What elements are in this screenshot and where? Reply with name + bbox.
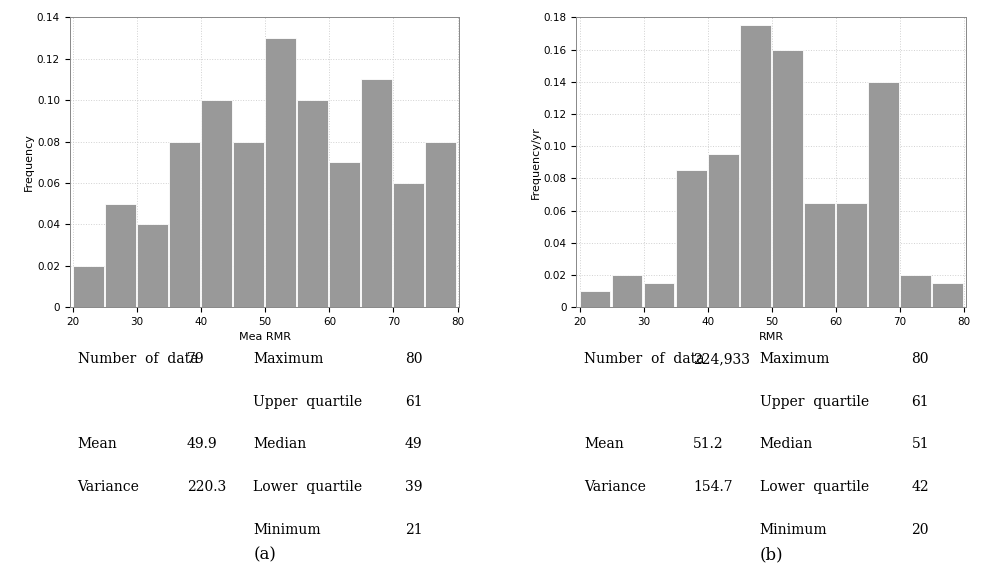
Bar bbox=[804, 203, 835, 307]
X-axis label: Mea RMR: Mea RMR bbox=[239, 332, 291, 343]
Bar bbox=[869, 82, 898, 307]
Text: 39: 39 bbox=[405, 480, 422, 494]
Text: Mean: Mean bbox=[78, 437, 118, 451]
Bar bbox=[425, 141, 456, 307]
Text: 79: 79 bbox=[186, 352, 204, 366]
Bar bbox=[900, 275, 931, 307]
Text: Lower  quartile: Lower quartile bbox=[760, 480, 869, 494]
Bar bbox=[580, 291, 611, 307]
X-axis label: RMR: RMR bbox=[759, 332, 784, 343]
Text: 61: 61 bbox=[405, 395, 422, 409]
Text: 42: 42 bbox=[911, 480, 929, 494]
Bar bbox=[772, 50, 803, 307]
Bar bbox=[643, 283, 674, 307]
Text: Variance: Variance bbox=[78, 480, 139, 494]
Bar bbox=[612, 275, 642, 307]
Text: (b): (b) bbox=[759, 546, 783, 563]
Text: Minimum: Minimum bbox=[253, 523, 321, 537]
Text: Lower  quartile: Lower quartile bbox=[253, 480, 362, 494]
Bar bbox=[708, 154, 739, 307]
Text: (a): (a) bbox=[253, 546, 276, 563]
Text: 80: 80 bbox=[405, 352, 422, 366]
Bar bbox=[137, 224, 167, 307]
Text: Maximum: Maximum bbox=[253, 352, 324, 366]
Text: Minimum: Minimum bbox=[760, 523, 828, 537]
Bar bbox=[740, 25, 771, 307]
Text: 61: 61 bbox=[911, 395, 929, 409]
Bar bbox=[201, 100, 232, 307]
Bar bbox=[169, 141, 200, 307]
Text: 20: 20 bbox=[911, 523, 929, 537]
Y-axis label: Frequency: Frequency bbox=[24, 133, 34, 191]
Text: 220.3: 220.3 bbox=[186, 480, 226, 494]
Text: 49.9: 49.9 bbox=[186, 437, 217, 451]
Text: 154.7: 154.7 bbox=[693, 480, 733, 494]
Text: 51.2: 51.2 bbox=[693, 437, 724, 451]
Bar bbox=[297, 100, 328, 307]
Text: Variance: Variance bbox=[585, 480, 646, 494]
Bar bbox=[393, 183, 424, 307]
Text: Number  of  data: Number of data bbox=[78, 352, 198, 366]
Text: Maximum: Maximum bbox=[760, 352, 830, 366]
Text: Upper  quartile: Upper quartile bbox=[253, 395, 362, 409]
Bar bbox=[675, 170, 706, 307]
Text: Mean: Mean bbox=[585, 437, 623, 451]
Bar bbox=[932, 283, 963, 307]
Text: Number  of  data: Number of data bbox=[585, 352, 705, 366]
Bar bbox=[836, 203, 867, 307]
Text: 49: 49 bbox=[405, 437, 422, 451]
Bar bbox=[265, 38, 296, 307]
Text: Median: Median bbox=[253, 437, 306, 451]
Text: Median: Median bbox=[760, 437, 813, 451]
Bar bbox=[330, 162, 361, 307]
Bar bbox=[73, 266, 104, 307]
Bar bbox=[233, 141, 264, 307]
Text: 21: 21 bbox=[405, 523, 422, 537]
Y-axis label: Frequency/yr: Frequency/yr bbox=[531, 126, 541, 198]
Text: 80: 80 bbox=[911, 352, 929, 366]
Text: Upper  quartile: Upper quartile bbox=[760, 395, 869, 409]
Text: 224,933: 224,933 bbox=[693, 352, 750, 366]
Bar bbox=[105, 204, 135, 307]
Bar bbox=[362, 80, 392, 307]
Text: 51: 51 bbox=[911, 437, 929, 451]
